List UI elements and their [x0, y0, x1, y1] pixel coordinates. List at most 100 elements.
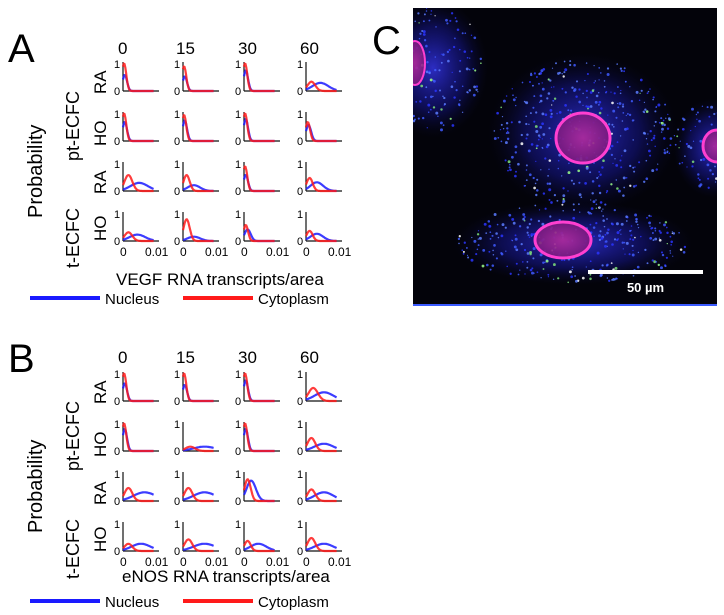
rna-speckle	[587, 107, 589, 110]
rna-speckle	[505, 121, 509, 125]
rna-speckle	[667, 117, 671, 120]
rna-speckle	[570, 109, 573, 112]
rna-speckle	[528, 236, 531, 238]
rna-speckle	[661, 127, 664, 131]
subplot-a-r0-c0: 10	[114, 59, 159, 98]
rna-speckle	[485, 232, 488, 234]
panel-b-row-ra-2: RA	[91, 481, 110, 505]
nucleus-curve	[305, 442, 338, 451]
rna-speckle	[643, 101, 646, 104]
rna-speckle	[539, 94, 543, 98]
rna-speckle	[573, 63, 576, 67]
rna-speckle	[615, 116, 618, 119]
rna-speckle	[538, 101, 541, 104]
rna-speckle	[591, 89, 595, 92]
rna-speckle	[682, 250, 686, 254]
rna-speckle	[632, 274, 635, 277]
rna-speckle	[645, 159, 648, 162]
subplot-a-r3-c2: 1 00 0.01	[235, 209, 290, 259]
rna-speckle	[556, 199, 559, 202]
rna-speckle	[623, 70, 626, 73]
rna-speckle	[581, 276, 585, 280]
rna-speckle	[632, 139, 634, 141]
rna-speckle	[658, 237, 661, 239]
rna-speckle	[610, 144, 614, 148]
rna-speckle	[547, 276, 550, 278]
rna-speckle	[678, 162, 681, 165]
subplot-b-r2-c1: 10	[174, 469, 219, 508]
rna-speckle	[532, 176, 535, 180]
rna-speckle	[467, 256, 470, 259]
rna-speckle	[638, 99, 641, 101]
x-tick-label-max: 0.01	[145, 245, 169, 259]
rna-speckle	[601, 264, 604, 267]
rna-speckle	[573, 88, 577, 91]
y-tick-label-1: 1	[235, 369, 241, 381]
rna-speckle	[428, 71, 431, 75]
rna-speckle	[598, 67, 601, 69]
panel-a-row-ra-1: RA	[91, 70, 110, 94]
rna-speckle	[599, 273, 603, 277]
rna-speckle	[557, 159, 560, 162]
x-tick-label-max: 0.01	[266, 245, 290, 259]
rna-speckle	[586, 72, 589, 76]
rna-speckle	[600, 72, 602, 74]
rna-speckle	[603, 85, 606, 88]
rna-speckle	[500, 252, 504, 256]
rna-speckle	[646, 92, 649, 95]
rna-speckle	[427, 103, 431, 107]
rna-speckle	[650, 139, 653, 142]
rna-speckle	[533, 272, 535, 274]
rna-speckle	[621, 241, 624, 244]
rna-speckle	[572, 208, 576, 211]
subplot-a-r2-c2: 10	[235, 159, 280, 198]
rna-speckle	[663, 223, 666, 227]
rna-speckle	[661, 124, 664, 127]
rna-speckle	[538, 209, 541, 211]
rna-speckle	[522, 217, 525, 221]
rna-speckle	[706, 106, 709, 109]
rna-speckle	[696, 111, 699, 114]
rna-speckle	[599, 230, 602, 233]
rna-speckle	[606, 218, 608, 220]
rna-speckle	[616, 141, 619, 143]
rna-speckle	[621, 155, 623, 157]
rna-speckle	[681, 161, 684, 164]
rna-speckle	[525, 164, 528, 167]
panel-a-group-pt: pt-ECFC	[63, 91, 83, 161]
rna-speckle	[451, 124, 455, 127]
rna-speckle	[538, 72, 541, 76]
rna-speckle	[649, 130, 652, 133]
panel-b-row-ra-1: RA	[91, 380, 110, 404]
rna-speckle	[506, 137, 510, 141]
rna-speckle	[474, 69, 477, 72]
rna-speckle	[532, 106, 535, 109]
rna-speckle	[589, 273, 592, 276]
rna-speckle	[635, 90, 639, 94]
panel-a-time-15: 15	[176, 39, 195, 58]
rna-speckle	[662, 119, 665, 122]
rna-speckle	[492, 249, 494, 252]
rna-speckle	[598, 184, 601, 188]
rna-speckle	[594, 100, 598, 104]
rna-speckle	[590, 212, 593, 215]
rna-speckle	[569, 60, 572, 63]
y-tick-label-0: 0	[297, 546, 303, 558]
rna-speckle	[423, 13, 426, 16]
rna-speckle	[597, 103, 600, 106]
rna-speckle	[669, 144, 672, 147]
rna-speckle	[593, 64, 595, 67]
rna-speckle	[629, 86, 631, 88]
rna-speckle	[636, 265, 640, 269]
rna-speckle	[439, 89, 441, 92]
y-tick-label-1: 1	[235, 59, 241, 71]
rna-speckle	[425, 86, 428, 89]
rna-speckle	[459, 48, 461, 51]
rna-speckle	[443, 103, 446, 106]
rna-speckle	[578, 88, 581, 91]
rna-speckle	[589, 223, 592, 226]
cytoplasm-curve	[122, 486, 154, 503]
rna-speckle	[632, 166, 635, 169]
rna-speckle	[419, 32, 422, 35]
rna-speckle	[699, 139, 703, 143]
